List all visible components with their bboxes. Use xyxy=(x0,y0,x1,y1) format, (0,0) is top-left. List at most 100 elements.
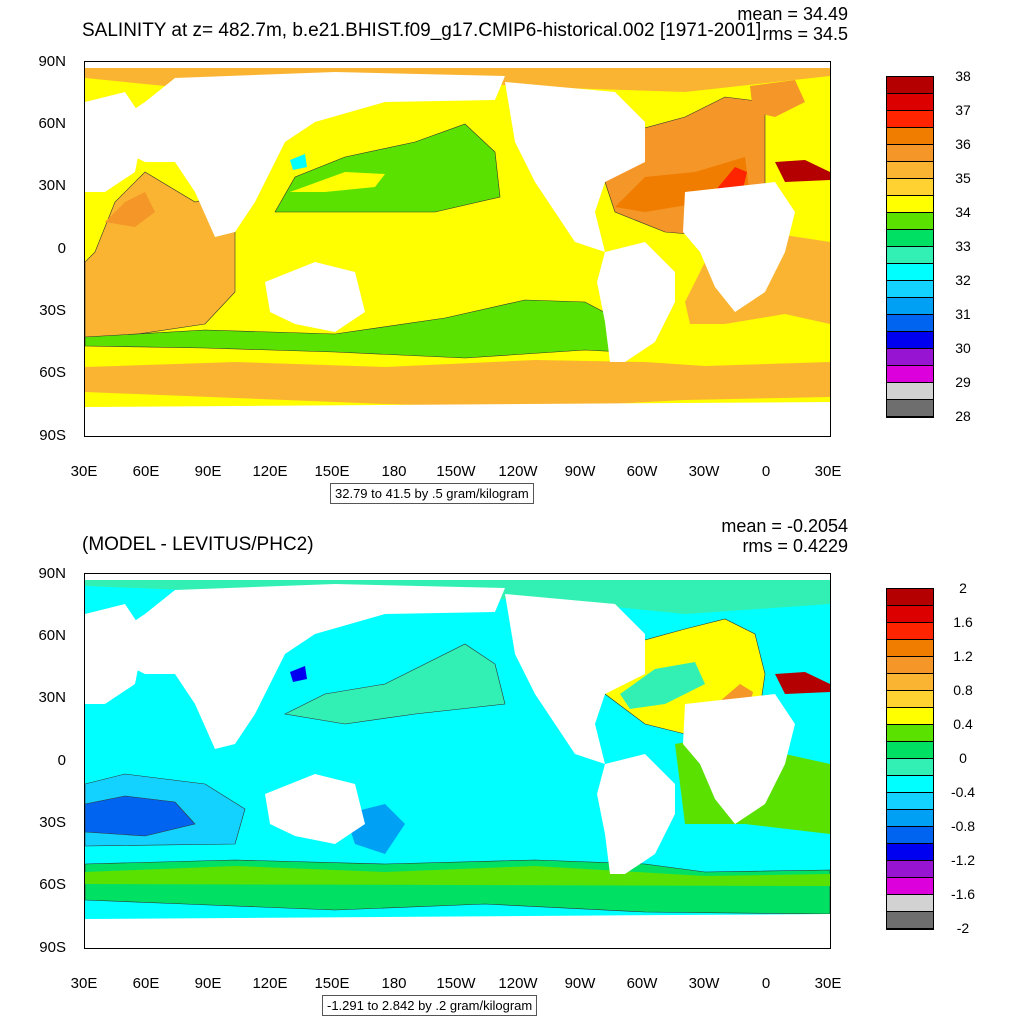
colorbar-label: 0 xyxy=(959,750,967,766)
colorbar-swatch xyxy=(887,366,933,383)
colorbar-swatch xyxy=(887,606,933,623)
lat-label-30s: 30S xyxy=(39,302,66,319)
lon-label: 120W xyxy=(498,975,538,992)
lon-label: 150W xyxy=(436,463,476,480)
colorbar-label: 38 xyxy=(955,68,971,84)
difference-map-canvas xyxy=(85,574,830,948)
colorbar-swatch xyxy=(887,895,933,912)
colorbar-swatch xyxy=(887,298,933,315)
land-africa xyxy=(683,182,795,312)
colorbar-swatch xyxy=(887,400,933,417)
land-australia xyxy=(265,262,365,332)
gulf-stream-region xyxy=(620,662,705,709)
colorbar-swatch xyxy=(887,912,933,929)
colorbar-swatch xyxy=(887,383,933,400)
difference-map[interactable] xyxy=(84,573,831,949)
colorbar-swatch xyxy=(887,844,933,861)
colorbar-swatch xyxy=(887,247,933,264)
colorbar-label: 30 xyxy=(955,340,971,356)
colorbar-label: -0.4 xyxy=(950,784,976,800)
colorbar-swatch xyxy=(887,332,933,349)
colorbar-swatch xyxy=(887,878,933,895)
colorbar-swatch xyxy=(887,742,933,759)
contour-range-label: -1.291 to 2.842 by .2 gram/kilogram xyxy=(322,995,538,1016)
stats-block: mean = -0.2054 rms = 0.4229 xyxy=(721,516,848,556)
rms-value: rms = 0.4229 xyxy=(742,536,848,556)
colorbar-swatch xyxy=(887,111,933,128)
lat-label-60n: 60N xyxy=(38,627,66,644)
colorbar-label: -0.8 xyxy=(950,818,976,834)
colorbar-swatch xyxy=(887,349,933,366)
colorbar-label: 33 xyxy=(955,238,971,254)
colorbar-swatch xyxy=(887,674,933,691)
salinity-map-canvas xyxy=(85,62,830,436)
colorbar-label: 34 xyxy=(955,204,971,220)
land-south-america xyxy=(597,242,675,362)
colorbar-swatch xyxy=(887,640,933,657)
land-south-america xyxy=(597,754,675,874)
colorbar-swatch xyxy=(887,793,933,810)
lat-label-0: 0 xyxy=(57,752,66,769)
colorbar-swatch xyxy=(887,77,933,94)
colorbar-label: 1.2 xyxy=(953,648,973,664)
japan-sea-region xyxy=(290,154,307,170)
colorbar-label: 36 xyxy=(955,136,971,152)
lon-label: 90W xyxy=(564,975,596,992)
lat-label-90s: 90S xyxy=(39,939,66,956)
colorbar-swatch xyxy=(887,213,933,230)
japan-sea-anomaly xyxy=(290,666,307,682)
mean-value: mean = -0.2054 xyxy=(721,516,848,536)
land-arctic xyxy=(85,62,830,68)
land-africa xyxy=(683,694,795,824)
land-antarctica xyxy=(85,402,830,436)
colorbar-swatch xyxy=(887,657,933,674)
lat-label-90n: 90N xyxy=(38,53,66,70)
colorbar-swatch xyxy=(887,776,933,793)
colorbar xyxy=(886,588,934,930)
lon-label: 180 xyxy=(381,463,407,480)
lon-label: 90W xyxy=(564,463,596,480)
lon-label: 30E xyxy=(814,463,842,480)
colorbar-label: 32 xyxy=(955,272,971,288)
colorbar-swatch xyxy=(887,128,933,145)
lat-label-60s: 60S xyxy=(39,876,66,893)
colorbar-swatch xyxy=(887,810,933,827)
colorbar-label: 37 xyxy=(955,102,971,118)
lon-label: 30E xyxy=(70,975,98,992)
lon-label: 60E xyxy=(132,463,160,480)
colorbar-swatch xyxy=(887,281,933,298)
lat-label-30n: 30N xyxy=(38,177,66,194)
difference-panel: (MODEL - LEVITUS/PHC2) mean = -0.2054 rm… xyxy=(0,512,1024,1024)
colorbar-label: 0.8 xyxy=(953,682,973,698)
lat-label-30s: 30S xyxy=(39,814,66,831)
lon-label: 30W xyxy=(688,463,720,480)
land-asia xyxy=(115,72,505,237)
lon-label: 60E xyxy=(132,975,160,992)
colorbar-label: 29 xyxy=(955,374,971,390)
colorbar-swatch xyxy=(887,623,933,640)
lon-label: 120E xyxy=(252,463,288,480)
land-arctic xyxy=(85,574,830,580)
lon-label: 30E xyxy=(814,975,842,992)
lon-label: 90E xyxy=(194,463,222,480)
contour-range-label: 32.79 to 41.5 by .5 gram/kilogram xyxy=(330,483,534,504)
panel-title: (MODEL - LEVITUS/PHC2) xyxy=(82,534,314,555)
colorbar-label: 0.4 xyxy=(953,716,973,732)
colorbar xyxy=(886,76,934,418)
colorbar-swatch xyxy=(887,230,933,247)
land-north-america xyxy=(505,594,645,764)
land-africa-east xyxy=(85,92,145,192)
salinity-map[interactable] xyxy=(84,61,831,437)
rms-value: rms = 34.5 xyxy=(762,24,848,44)
colorbar-label: 1.6 xyxy=(953,614,973,630)
colorbar-swatch xyxy=(887,145,933,162)
colorbar-swatch xyxy=(887,196,933,213)
antarctic-margin-region xyxy=(85,360,830,408)
colorbar-swatch xyxy=(887,827,933,844)
land-australia xyxy=(265,774,365,844)
lon-label: 30W xyxy=(688,975,720,992)
land-north-america xyxy=(505,82,645,252)
arabian-sea-region xyxy=(105,192,155,227)
colorbar-label: 2 xyxy=(959,580,967,596)
lon-label: 0 xyxy=(761,463,771,480)
